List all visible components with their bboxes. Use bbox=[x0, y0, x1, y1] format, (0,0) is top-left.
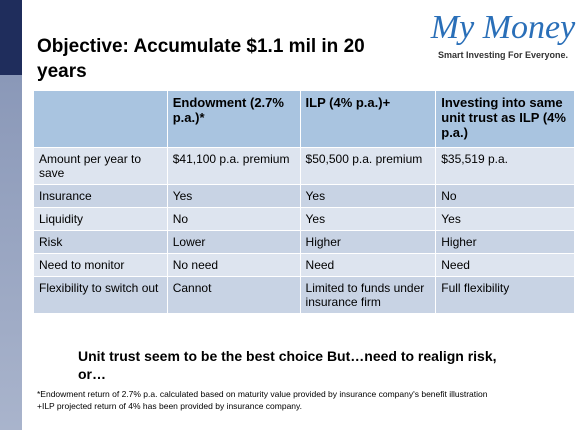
table-row: Liquidity No Yes Yes bbox=[33, 207, 575, 231]
footnotes: *Endowment return of 2.7% p.a. calculate… bbox=[37, 388, 577, 412]
logo: My Money Smart Investing For Everyone. bbox=[430, 6, 576, 60]
table-cell: No need bbox=[166, 253, 301, 277]
table-cell: No bbox=[435, 184, 575, 208]
header-cell: ILP (4% p.a.)+ bbox=[299, 90, 437, 148]
table-cell: $35,519 p.a. bbox=[435, 147, 575, 185]
table-cell: No bbox=[166, 207, 301, 231]
table-cell: Lower bbox=[166, 230, 301, 254]
footnote: *Endowment return of 2.7% p.a. calculate… bbox=[37, 389, 488, 399]
table-row: Flexibility to switch out Cannot Limited t… bbox=[33, 276, 575, 314]
table-cell: Limited to funds under insurance firm bbox=[299, 276, 437, 314]
table-row: Amount per year to save $41,100 p.a. prem… bbox=[33, 147, 575, 185]
table-cell: $50,500 p.a. premium bbox=[299, 147, 437, 185]
header-cell bbox=[33, 90, 168, 148]
table-cell: Need bbox=[435, 253, 575, 277]
row-label: Risk bbox=[33, 230, 168, 254]
row-label: Amount per year to save bbox=[33, 147, 168, 185]
footnote: +ILP projected return of 4% has been pro… bbox=[37, 401, 303, 411]
table-row: Insurance Yes Yes No bbox=[33, 184, 575, 208]
comparison-table: Endowment (2.7% p.a.)* ILP (4% p.a.)+ In… bbox=[33, 90, 575, 314]
row-label: Flexibility to switch out bbox=[33, 276, 168, 314]
side-bar bbox=[0, 0, 22, 75]
row-label: Liquidity bbox=[33, 207, 168, 231]
table-cell: Higher bbox=[299, 230, 437, 254]
row-label: Insurance bbox=[33, 184, 168, 208]
table-cell: Full flexibility bbox=[435, 276, 575, 314]
table-cell: Yes bbox=[166, 184, 301, 208]
header-cell: Endowment (2.7% p.a.)* bbox=[166, 90, 301, 148]
table-row: Risk Lower Higher Higher bbox=[33, 230, 575, 254]
table-cell: Cannot bbox=[166, 276, 301, 314]
table-cell: Need bbox=[299, 253, 437, 277]
table-cell: Higher bbox=[435, 230, 575, 254]
side-bar bbox=[0, 75, 22, 430]
header-row: Endowment (2.7% p.a.)* ILP (4% p.a.)+ In… bbox=[33, 90, 575, 148]
table-cell: Yes bbox=[435, 207, 575, 231]
table-cell: Yes bbox=[299, 184, 437, 208]
logo-name: My Money bbox=[430, 9, 576, 46]
header-cell: Investing into same unit trust as ILP (4… bbox=[435, 90, 575, 148]
table-row: Need to monitor No need Need Need bbox=[33, 253, 575, 277]
title: Objective: Accumulate $1.1 mil in 20 yea… bbox=[37, 36, 365, 82]
logo-tagline: Smart Investing For Everyone. bbox=[437, 50, 569, 60]
conclusion: Unit trust seem to be the best choice Bu… bbox=[78, 348, 497, 382]
table-cell: $41,100 p.a. premium bbox=[166, 147, 301, 185]
table-cell: Yes bbox=[299, 207, 437, 231]
row-label: Need to monitor bbox=[33, 253, 168, 277]
